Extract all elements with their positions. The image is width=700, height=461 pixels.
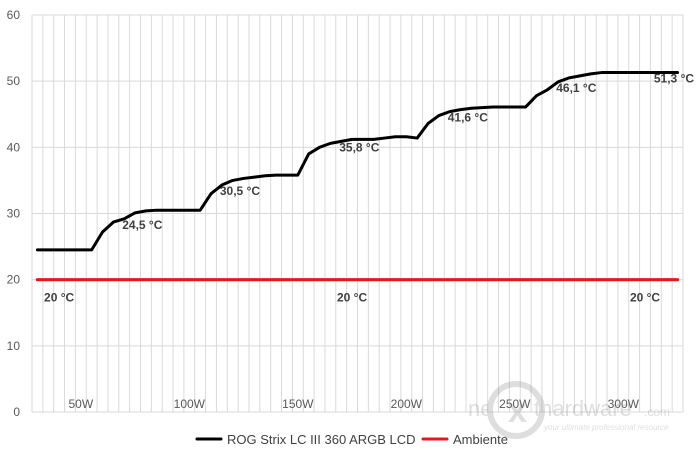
x-tick-label: 200W [391, 397, 423, 411]
data-label: 24,5 °C [122, 218, 162, 232]
data-labels-layer: 24,5 °C 30,5 °C 35,8 °C 41,6 °C 46,1 °C 51,3 … [44, 72, 694, 305]
data-label: 20 °C [44, 291, 74, 305]
y-tick-label: 20 [7, 273, 21, 287]
data-label: 46,1 °C [556, 81, 596, 95]
y-tick-label: 0 [13, 405, 20, 419]
watermark-tagline: your ultimate professional resource [543, 423, 669, 432]
y-tick-label: 30 [7, 207, 21, 221]
x-tick-label: 100W [174, 397, 206, 411]
data-label: 20 °C [630, 291, 660, 305]
watermark-brand-suffix: thardware [534, 396, 632, 421]
x-tick-label: 300W [608, 397, 640, 411]
x-axis-tick-labels: 50W 100W 150W 200W 250W 300W [68, 397, 639, 411]
data-label: 51,3 °C [654, 72, 694, 86]
watermark-brand-tld: .com [644, 405, 670, 419]
series-line [35, 71, 680, 252]
data-label: 20 °C [337, 291, 367, 305]
y-tick-label: 50 [7, 74, 21, 88]
legend: ROG Strix LC III 360 ARGB LCD Ambiente [195, 432, 508, 447]
legend-label: ROG Strix LC III 360 ARGB LCD [227, 432, 416, 447]
series-layer [35, 71, 680, 282]
y-tick-label: 40 [7, 140, 21, 154]
grid-layer [31, 14, 684, 413]
watermark-gear-icon [487, 381, 545, 439]
watermark-brand-x: x [508, 392, 527, 430]
x-tick-label: 250W [499, 397, 531, 411]
y-tick-label: 10 [7, 339, 21, 353]
x-tick-label: 150W [282, 397, 314, 411]
watermark-brand-prefix: ne [468, 396, 492, 421]
data-label: 35,8 °C [339, 140, 379, 154]
y-axis-tick-labels: 0 10 20 30 40 50 60 [7, 8, 21, 419]
watermark-logo: ne x thardware .com your ultimate profes… [468, 381, 670, 439]
data-label: 30,5 °C [220, 184, 260, 198]
x-tick-label: 50W [68, 397, 93, 411]
y-tick-label: 60 [7, 8, 21, 22]
legend-label: Ambiente [453, 432, 508, 447]
data-label: 41,6 °C [448, 111, 488, 125]
